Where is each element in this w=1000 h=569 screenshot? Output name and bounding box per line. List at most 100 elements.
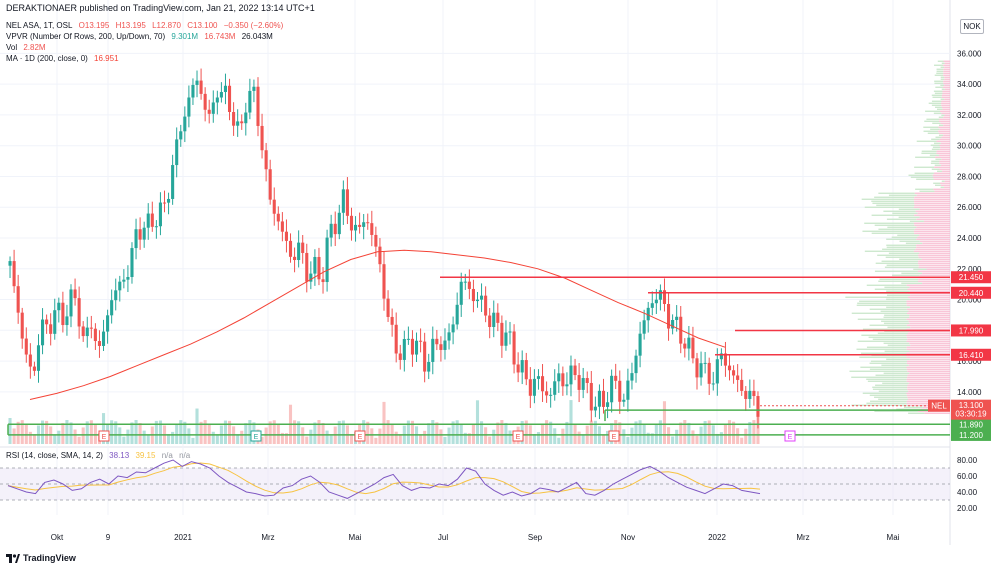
vpvr-up-bar [884,286,910,288]
volume-bar [114,421,118,444]
vpvr-up-bar [933,182,941,184]
volume-bar [504,422,508,444]
volume-bar [280,432,284,444]
vpvr-up-bar [941,62,945,64]
candle-body [183,116,187,132]
volume-bar [309,429,313,444]
vpvr-down-bar [914,232,950,234]
price-tick-label: 26.000 [957,203,982,212]
vpvr-up-bar [883,210,916,212]
volume-bar [679,422,683,444]
volume-bar [81,427,85,444]
candle-body [61,302,65,326]
tradingview-logo[interactable]: TradingView [6,553,76,564]
vpvr-up-bar [856,304,907,306]
vpvr-down-bar [913,222,950,224]
price-tick-label: 34.000 [957,80,982,89]
volume-bar [508,430,512,444]
candle-body [618,380,622,402]
vpvr-up-bar [872,386,908,388]
vpvr-up-bar [877,254,918,256]
vpvr-down-bar [908,364,950,366]
ma200-line [29,249,726,400]
candle-body [634,355,638,374]
time-tick-label: Okt [51,533,64,542]
earnings-marker-label: E [788,434,793,441]
vpvr-down-bar [939,120,950,122]
candle-body [12,261,16,287]
volume-bar [122,436,126,444]
earnings-marker [608,430,620,442]
volume-bar [195,408,199,444]
vpvr-up-bar [876,204,915,206]
volume-bar [199,421,203,444]
currency-button[interactable]: NOK [960,19,984,34]
volume-bar [549,421,553,444]
candle-body [528,379,532,396]
vpvr-down-bar [918,256,950,258]
candle-body [305,252,309,282]
vpvr-up-bar [901,272,923,274]
vpvr-down-bar [908,310,950,312]
volume-bar [451,421,455,444]
volume-bar [118,427,122,444]
vpvr-up-bar [926,118,940,120]
volume-bar [573,423,577,444]
volume-bar [28,431,32,444]
vpvr-up-bar [866,378,907,380]
earnings-marker [512,430,524,442]
vpvr-up-bar [910,176,933,178]
vpvr-up-bar [869,362,907,364]
vpvr-up-bar [934,82,944,84]
volume-bar [297,421,301,444]
candle-body [354,224,358,231]
candle-body [545,391,549,396]
vpvr-down-bar [919,216,950,218]
vpvr-down-bar [907,370,950,372]
symbol-legend[interactable]: NEL ASA, 1T, OSL O13.195 H13.195 L12.870… [6,20,287,31]
earnings-marker-label: E [516,434,521,441]
volume-bar [191,437,195,444]
time-tick-label: Mrz [261,533,274,542]
vpvr-up-bar [874,288,908,290]
vpvr-down-bar [943,70,950,72]
vpvr-legend[interactable]: VPVR (Number Of Rows, 200, Up/Down, 70) … [6,31,277,42]
vpvr-down-bar [906,334,950,336]
vpvr-up-bar [859,356,907,358]
volume-bar [480,421,484,444]
candle-body [606,402,610,407]
candle-body [191,84,195,98]
vpvr-up-bar [884,266,919,268]
volume-bar [215,434,219,444]
vpvr-down-bar [938,126,950,128]
candle-body [203,93,207,110]
volume-bar [593,420,597,444]
vpvr-down-bar [941,96,950,98]
ma-label: MA · 1D (200, close, 0) [6,54,88,63]
volume-legend[interactable]: Vol 2.82M [6,42,50,53]
rsi-legend[interactable]: RSI (14, close, SMA, 14, 2) 38.13 39.15 … [6,450,194,461]
ma-legend[interactable]: MA · 1D (200, close, 0) 16.951 [6,53,123,64]
candle-body [276,213,280,222]
vpvr-down-bar [910,294,950,296]
volume-bar [32,434,36,444]
vpvr-down-bar [907,296,950,298]
vpvr-down-bar [944,88,950,90]
vpvr-down-bar [942,90,950,92]
vpvr-up-bar [932,146,941,148]
vpvr-down-bar [917,262,950,264]
candle-body [349,215,354,231]
volume-bar [45,420,49,444]
vpvr-up-bar [938,116,944,118]
vpvr-up-bar [862,392,907,394]
vpvr-down-bar [914,224,950,226]
vpvr-up-bar [869,394,907,396]
vpvr-down-bar [906,340,950,342]
vpvr-down-bar [939,168,950,170]
volume-bar [577,431,581,444]
vpvr-up-bar [875,374,908,376]
candle-body [268,169,272,200]
vpvr-down-bar [944,180,950,182]
vpvr-up-bar [868,336,907,338]
